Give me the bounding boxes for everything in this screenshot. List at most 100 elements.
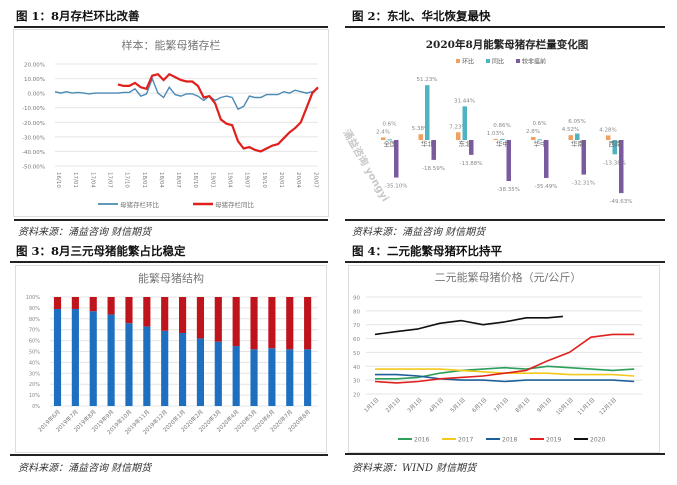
bar-环比 [606,135,611,140]
x-tick-label: 10月1日 [555,396,575,416]
bar-segment-bottom [232,346,240,406]
y-tick-label: 70 [353,323,360,329]
y-tick-label: 50% [29,350,40,356]
bar-同比 [612,140,617,155]
x-tick-label: 4月1日 [428,396,446,414]
bar-segment-bottom [214,341,222,406]
bar-segment-bottom [143,326,151,406]
data-label: 0.6% [533,121,547,127]
data-label: 4.52% [562,127,579,133]
divider [345,261,665,263]
bar-segment-top [53,297,62,309]
x-tick-label: 3月1日 [406,396,424,414]
x-tick-label: 9月1日 [536,396,554,414]
bar-较非瘟前 [394,140,399,178]
bar-较非瘟前 [506,140,511,182]
bar-segment-bottom [286,349,294,406]
bar-环比 [456,132,461,140]
y-tick-label: 30% [29,371,40,377]
chart-title: 2020年8月能繁母猪存栏量变化图 [426,38,589,51]
y-tick-label: 30 [353,379,360,385]
data-label: 5.38% [412,126,429,132]
data-label: 51.23% [417,77,438,83]
x-tick-label: 2月1日 [384,396,402,414]
x-tick-label: 18/04 [158,172,164,188]
data-label: 4.28% [599,127,616,133]
bar-较非瘟前 [581,140,586,175]
bar-segment-top [250,297,258,350]
divider [10,454,328,456]
data-label: -13.88% [460,161,483,167]
x-tick-label: 11月1日 [576,396,596,416]
data-label: -35.49% [535,184,558,190]
bar-环比 [418,134,423,140]
data-label: -18.59% [422,166,445,172]
bar-segment-top [89,297,97,312]
bar-较非瘟前 [544,140,549,178]
x-tick-label: 18/01 [141,172,147,188]
bar-同比 [425,85,430,140]
x-tick-label: 17/07 [106,172,112,188]
y-tick-label: 90% [29,306,40,312]
y-tick-label: 40% [29,360,40,366]
bar-segment-bottom [107,314,115,406]
x-tick-label: 12月1日 [598,396,618,416]
bar-同比 [500,139,505,141]
bar-segment-top [286,297,294,350]
data-label: 2.4% [376,129,390,135]
chart-4-frame [348,265,660,453]
bar-较非瘟前 [619,140,624,194]
bar-同比 [462,106,467,140]
bar-segment-bottom [53,308,62,406]
bar-segment-bottom [304,349,312,406]
figure-2-title: 图 2：东北、华北恢复最快 [352,9,491,23]
category-label: 华中 [534,139,547,148]
series-line-2 [117,72,319,153]
x-tick-label: 7月1日 [492,396,510,414]
y-tick-label: 80 [353,309,360,315]
y-tick-label: 50 [353,351,360,357]
figure-2-source: 资料来源：涌益咨询 财信期货 [352,227,486,238]
x-tick-label: 19/04 [227,172,233,188]
x-tick-label: 17/04 [89,172,95,188]
bar-同比 [387,139,392,141]
legend-swatch [516,59,520,63]
data-label: 6.05% [568,119,585,125]
y-tick-label: 80% [29,317,40,323]
y-tick-label: 60% [29,339,40,345]
bar-segment-top [268,297,276,349]
x-tick-label: 20/04 [295,172,301,188]
y-tick-label: -20.00% [22,121,45,127]
series-line-2018 [375,373,635,383]
x-tick-label: 19/10 [261,172,267,188]
data-label: -13.38% [603,160,626,166]
data-label: -38.35% [497,187,520,193]
y-tick-label: 20.00% [24,63,45,69]
data-label: -49.63% [610,199,633,205]
y-tick-label: 10% [29,393,40,399]
series-line-1 [54,76,319,111]
chart-1-frame [13,29,329,217]
bar-segment-top [304,297,312,350]
y-tick-label: 0.00% [28,92,45,98]
x-tick-label: 19/01 [209,172,215,188]
y-tick-label: 70% [29,328,40,334]
bar-同比 [537,139,542,141]
legend-label: 环比 [462,58,474,66]
category-label: 华南 [571,139,585,148]
data-label: 2.8% [526,129,540,135]
legend-label: 2018 [502,437,517,444]
bar-较非瘟前 [431,140,436,160]
y-tick-label: 100% [26,295,41,301]
series-line-2016 [375,365,635,380]
x-tick-label: 19/07 [244,172,250,188]
bar-segment-top [125,297,133,324]
legend-swatch [456,59,460,63]
y-tick-label: -30.00% [22,135,45,141]
series-line-2020 [374,315,563,336]
legend-label: 较非瘟前 [522,58,546,66]
bar-环比 [381,137,386,140]
y-tick-label: 10.00% [24,77,45,83]
legend-swatch [486,59,490,63]
bar-segment-top [178,297,187,333]
